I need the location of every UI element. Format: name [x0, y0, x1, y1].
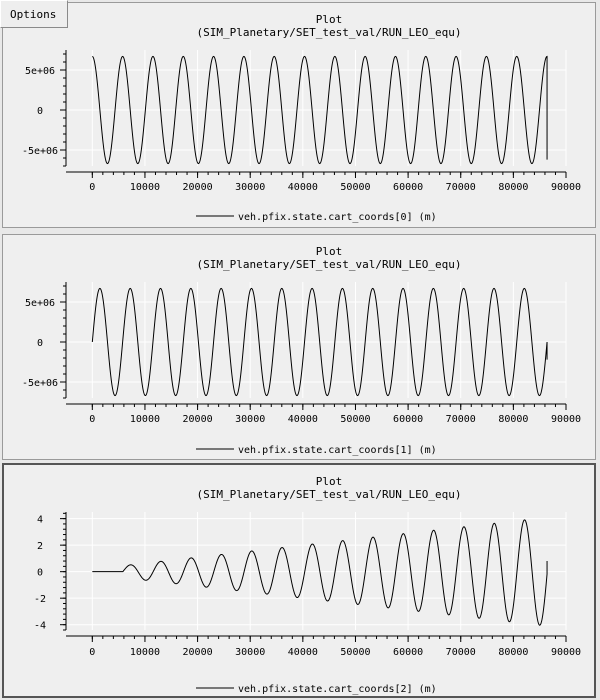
y-tick-label: 4 — [37, 515, 43, 526]
x-tick-label: 50000 — [340, 182, 370, 193]
y-tick-label: 5e+06 — [25, 66, 55, 77]
x-tick-label: 0 — [89, 182, 95, 193]
chart-subtitle: (SIM_Planetary/SET_test_val/RUN_LEO_equ) — [197, 26, 462, 39]
plot-panel-2: Plot (SIM_Planetary/SET_test_val/RUN_LEO_… — [2, 463, 596, 698]
y-tick-label: -5e+06 — [22, 378, 58, 389]
x-tick-label: 0 — [89, 647, 95, 658]
legend: veh.pfix.state.cart_coords[1] (m) — [196, 445, 437, 456]
x-tick-label: 70000 — [446, 647, 476, 658]
legend: veh.pfix.state.cart_coords[2] (m) — [196, 684, 437, 695]
y-tick-label: -2 — [34, 594, 46, 605]
x-tick-label: 60000 — [393, 414, 423, 425]
legend: veh.pfix.state.cart_coords[0] (m) — [196, 212, 437, 223]
y-tick-label: 2 — [37, 541, 43, 552]
grid-lines — [66, 512, 567, 630]
x-tick-label: 80000 — [498, 414, 528, 425]
x-tick-label: 40000 — [288, 647, 318, 658]
chart-cart-coords-1: Plot(SIM_Planetary/SET_test_val/RUN_LEO_… — [22, 245, 581, 456]
plot-panel-0: Plot (SIM_Planetary/SET_test_val/RUN_LEO_… — [2, 2, 596, 228]
x-tick-label: 30000 — [235, 182, 265, 193]
x-tick-label: 90000 — [551, 182, 581, 193]
x-tick-label: 40000 — [288, 182, 318, 193]
plot-panel-1: Plot (SIM_Planetary/SET_test_val/RUN_LEO_… — [2, 234, 596, 460]
x-tick-label: 60000 — [393, 647, 423, 658]
legend-label: veh.pfix.state.cart_coords[1] (m) — [238, 445, 437, 456]
chart-cart-coords-2: Plot(SIM_Planetary/SET_test_val/RUN_LEO_… — [34, 475, 581, 695]
series-line — [92, 55, 548, 165]
legend-label: veh.pfix.state.cart_coords[0] (m) — [238, 212, 437, 223]
chart-cart-coords-0: Plot(SIM_Planetary/SET_test_val/RUN_LEO_… — [22, 13, 581, 223]
chart-title: Plot — [316, 13, 343, 26]
chart-subtitle: (SIM_Planetary/SET_test_val/RUN_LEO_equ) — [197, 258, 462, 271]
series-line — [92, 519, 548, 626]
y-tick-label: -4 — [34, 621, 46, 632]
series-line — [91, 287, 548, 397]
x-tick-label: 10000 — [130, 647, 160, 658]
x-tick-label: 0 — [89, 414, 95, 425]
x-tick-label: 80000 — [498, 647, 528, 658]
x-tick-label: 60000 — [393, 182, 423, 193]
x-tick-label: 30000 — [235, 414, 265, 425]
x-tick-label: 90000 — [551, 414, 581, 425]
legend-label: veh.pfix.state.cart_coords[2] (m) — [238, 684, 437, 695]
x-tick-label: 40000 — [288, 414, 318, 425]
chart-title: Plot — [316, 475, 343, 488]
x-tick-label: 20000 — [183, 647, 213, 658]
y-tick-label: 0 — [37, 568, 43, 579]
x-tick-label: 10000 — [130, 182, 160, 193]
x-tick-label: 90000 — [551, 647, 581, 658]
x-tick-label: 50000 — [340, 647, 370, 658]
x-tick-label: 30000 — [235, 647, 265, 658]
options-button[interactable]: Options — [0, 0, 68, 28]
chart-title: Plot — [316, 245, 343, 258]
x-tick-label: 70000 — [446, 414, 476, 425]
x-tick-label: 20000 — [183, 414, 213, 425]
chart-subtitle: (SIM_Planetary/SET_test_val/RUN_LEO_equ) — [197, 488, 462, 501]
x-tick-label: 20000 — [183, 182, 213, 193]
y-tick-label: 0 — [37, 106, 43, 117]
y-tick-label: 0 — [37, 338, 43, 349]
y-tick-label: -5e+06 — [22, 146, 58, 157]
x-tick-label: 80000 — [498, 182, 528, 193]
y-tick-label: 5e+06 — [25, 298, 55, 309]
x-tick-label: 50000 — [340, 414, 370, 425]
x-tick-label: 70000 — [446, 182, 476, 193]
x-tick-label: 10000 — [130, 414, 160, 425]
